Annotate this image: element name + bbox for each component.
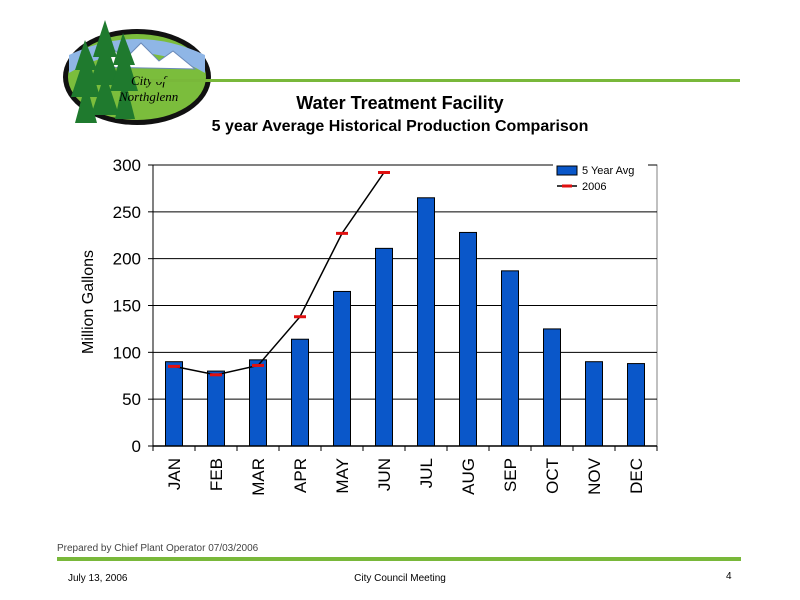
legend-swatch-bar [556,165,578,176]
y-tick-label: 250 [113,203,141,222]
x-tick-label-nov: NOV [585,457,604,495]
x-tick-labels: JAN FEB MAR APR MAY JUN JUL AUG SEP OCT NOV DEC [165,457,646,495]
y-tick-labels: 0 50 100 150 200 250 300 [113,156,141,456]
x-tick-label-feb: FEB [207,458,226,491]
y-tick-label: 100 [113,343,141,362]
header-divider [150,79,740,82]
legend-label-2006: 2006 [582,181,606,193]
x-tick-label-jul: JUL [417,458,436,488]
x-tick-label-dec: DEC [627,458,646,494]
slide-subtitle: 5 year Average Historical Production Com… [211,118,589,135]
bar-apr [291,338,309,447]
bar-sep [501,270,519,447]
chart-bars [165,197,645,447]
bar-feb [207,370,225,447]
footer-divider [57,557,741,561]
x-tick-label-mar: MAR [249,458,268,496]
x-tick-label-jan: JAN [165,458,184,490]
y-tick-label: 150 [113,297,141,316]
x-tick-label-may: MAY [333,458,352,494]
city-of-northglenn-logo: City of Northglenn [63,20,211,125]
slide-title: Water Treatment Facility [296,93,504,113]
chart-line-2006 [168,170,390,377]
bar-dec [627,363,645,447]
chart-gridlines [148,164,658,447]
logo-text-line1: City of [131,73,168,88]
bar-may [333,290,351,447]
bar-aug [459,231,477,447]
x-tick-label-aug: AUG [459,458,478,495]
y-tick-label: 50 [122,390,141,409]
x-tick-label-apr: APR [291,458,310,493]
x-tick-label-jun: JUN [375,458,394,491]
logo-text-line2: Northglenn [118,89,178,104]
footer-date: July 13, 2006 [68,573,128,584]
legend-label-5-year-avg: 5 Year Avg [582,165,634,177]
pine-tree-icon [71,20,138,123]
page-number: 4 [726,571,732,582]
y-tick-label: 0 [132,437,141,456]
bar-mar [249,359,267,447]
y-axis-label: Million Gallons [80,250,97,354]
bar-nov [585,361,603,447]
y-tick-label: 300 [113,156,141,175]
x-tick-label-oct: OCT [543,458,562,494]
footer-meeting: City Council Meeting [354,573,446,584]
bar-oct [543,328,561,447]
chart-legend: 5 Year Avg 2006 [553,161,648,197]
y-tick-label: 200 [113,250,141,269]
prepared-by-note: Prepared by Chief Plant Operator 07/03/2… [57,543,259,554]
x-tick-label-sep: SEP [501,458,520,492]
bar-jul [417,197,435,447]
bar-jun [375,247,393,447]
chart-axes [152,165,658,451]
bar-jan [165,361,183,447]
line-2006-path [173,172,385,376]
